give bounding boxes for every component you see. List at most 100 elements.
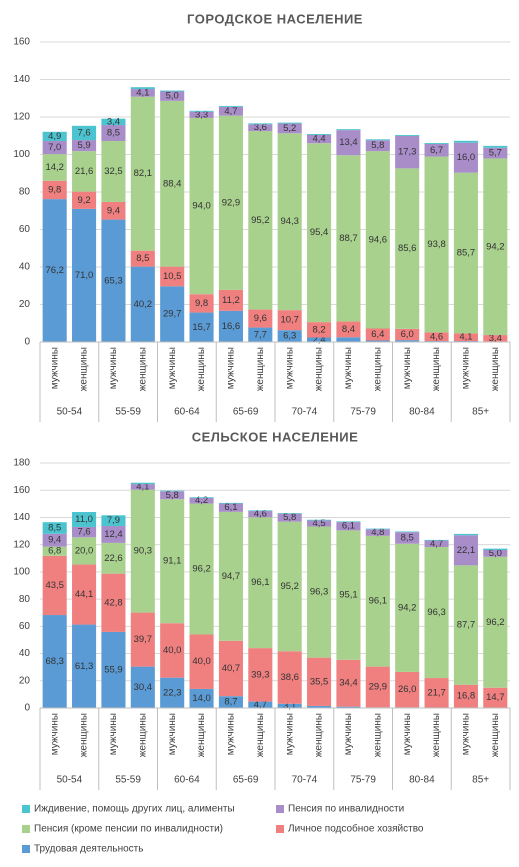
value-label: 10,5 (163, 271, 182, 282)
x-tick-label: мужчины (226, 713, 237, 755)
y-tick-label: 0 (24, 337, 30, 348)
bar-segment (72, 526, 97, 538)
value-label: 32,5 (104, 166, 123, 177)
value-label: 21,7 (427, 687, 446, 698)
bar-segment (453, 142, 478, 173)
bar-segment (189, 111, 214, 118)
bar-segment (130, 96, 155, 251)
bar-segment (189, 688, 214, 708)
value-label: 8,5 (48, 523, 61, 534)
bar-segment (365, 529, 390, 536)
legend-swatch (22, 845, 30, 853)
group-label: 85+ (472, 407, 489, 418)
value-label: 4,5 (312, 518, 325, 529)
y-tick-label: 160 (13, 485, 30, 496)
value-label: 6,3 (283, 331, 296, 342)
value-label: 9,4 (48, 535, 61, 546)
bar-segment (130, 250, 155, 267)
bar-segment (160, 90, 185, 92)
bar-segment (72, 140, 97, 152)
bar-segment (72, 151, 97, 192)
value-label: 68,3 (45, 656, 64, 667)
y-tick-label: 60 (19, 621, 31, 632)
bar-segment (42, 141, 67, 155)
value-label: 6,1 (224, 502, 237, 513)
value-label: 4,1 (136, 87, 149, 98)
bar-segment (365, 528, 390, 530)
x-tick-label: женщины (255, 347, 266, 391)
legend-swatch (22, 825, 30, 833)
group-label: 85+ (472, 775, 489, 786)
bar-segment (218, 502, 243, 504)
bar-segment (218, 696, 243, 708)
value-label: 39,7 (134, 634, 153, 645)
group-label: 65-69 (233, 775, 259, 786)
y-tick-label: 60 (19, 224, 31, 235)
value-label: 96,3 (427, 607, 446, 618)
value-label: 7,0 (48, 142, 61, 153)
x-tick-label: женщины (137, 713, 148, 757)
y-tick-label: 140 (13, 74, 30, 85)
value-label: 39,3 (251, 669, 270, 680)
value-label: 35,5 (310, 676, 329, 687)
value-label: 8,5 (107, 128, 120, 139)
value-label: 40,7 (222, 663, 241, 674)
bar-segment (248, 124, 273, 132)
value-label: 92,9 (222, 197, 241, 208)
bar-segment (189, 294, 214, 313)
bar-segment (483, 158, 508, 336)
x-tick-label: женщины (490, 347, 501, 391)
value-label: 4,7 (254, 699, 267, 710)
value-label: 3,4 (489, 333, 502, 344)
y-tick-label: 20 (19, 675, 31, 686)
chart-title: СЕЛЬСКОЕ НАСЕЛЕНИЕ (192, 429, 359, 444)
value-label: 40,2 (134, 299, 153, 310)
bar-segment (218, 105, 243, 107)
bar-segment (101, 219, 126, 342)
y-tick-label: 120 (13, 112, 30, 123)
value-label: 34,4 (339, 678, 358, 689)
bar-segment (101, 118, 126, 126)
y-tick-label: 160 (13, 37, 30, 48)
bar-segment (248, 701, 273, 708)
value-label: 8,5 (401, 532, 414, 543)
bar-segment (483, 147, 508, 159)
bar-segment (424, 156, 449, 333)
bar-segment (42, 199, 67, 342)
bar-segment (101, 526, 126, 543)
bar-segment (218, 106, 243, 116)
bar-segment (72, 624, 97, 708)
bar-segment (189, 110, 214, 112)
bar-segment (395, 532, 420, 544)
x-tick-label: женщины (314, 347, 325, 391)
x-tick-label: мужчины (49, 713, 60, 755)
legend-label: Иждивение, помощь других лиц, алименты (34, 804, 235, 815)
bar-segment (336, 521, 361, 523)
bar-segment (130, 89, 155, 97)
value-label: 95,2 (251, 215, 270, 226)
bar-segment (218, 310, 243, 342)
bar-segment (307, 135, 332, 144)
value-label: 9,2 (77, 195, 90, 206)
bar-segment (42, 154, 67, 181)
bar-segment (101, 542, 126, 574)
bar-segment (248, 511, 273, 518)
bar-segment (72, 208, 97, 342)
bar-segment (336, 522, 361, 531)
value-label: 90,3 (134, 546, 153, 557)
bar-segment (248, 123, 273, 125)
bar-segment (101, 631, 126, 708)
value-label: 3,3 (195, 109, 208, 120)
x-tick-label: мужчины (226, 347, 237, 389)
y-tick-label: 180 (13, 458, 30, 469)
value-label: 9,8 (48, 184, 61, 195)
bar-segment (189, 117, 214, 295)
bar-segment (160, 677, 185, 708)
bar-segment (336, 530, 361, 660)
value-label: 26,0 (398, 684, 417, 695)
legend-label: Пенсия по инвалидности (288, 804, 404, 815)
bar-segment (336, 129, 361, 131)
value-label: 10,7 (280, 315, 299, 326)
value-label: 38,6 (280, 672, 299, 683)
value-label: 96,3 (310, 587, 329, 598)
